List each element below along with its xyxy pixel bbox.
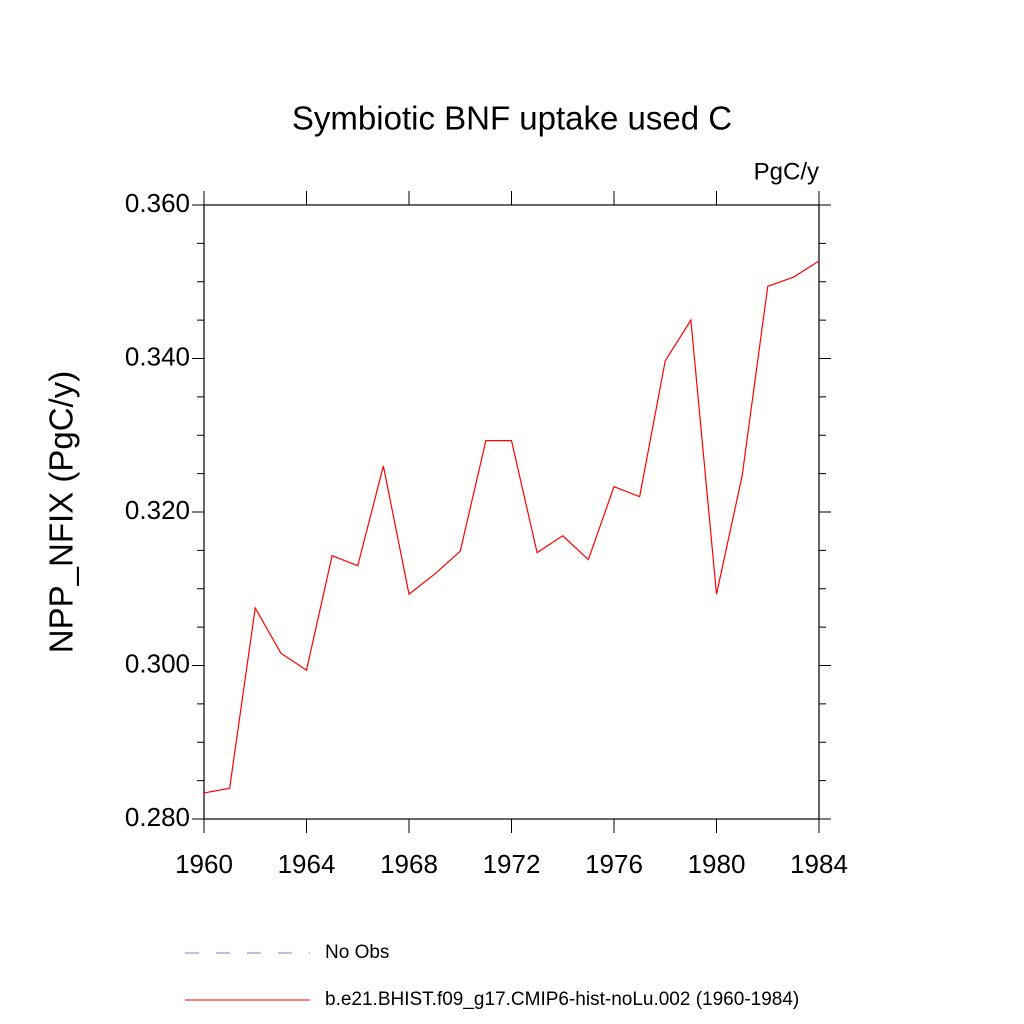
x-tick-label: 1964: [278, 849, 336, 879]
y-tick-label: 0.280: [125, 802, 190, 832]
x-tick-label: 1980: [688, 849, 746, 879]
plot-frame: [203, 204, 820, 820]
chart-title: Symbiotic BNF uptake used C: [292, 100, 732, 137]
units-label: PgC/y: [754, 158, 819, 185]
y-tick-label: 0.360: [125, 188, 190, 218]
x-tick-label: 1972: [483, 849, 541, 879]
x-tick-label: 1968: [380, 849, 438, 879]
y-axis-label: NPP_NFIX (PgC/y): [43, 371, 80, 653]
x-tick-label: 1976: [585, 849, 643, 879]
series-line: [203, 260, 820, 794]
legend-label: No Obs: [325, 942, 389, 963]
y-tick-label: 0.340: [125, 341, 190, 371]
x-tick-label: 1960: [175, 849, 233, 879]
y-tick-label: 0.300: [125, 648, 190, 678]
legend-label: b.e21.BHIST.f09_g17.CMIP6-hist-noLu.002 …: [325, 989, 799, 1010]
y-tick-label: 0.320: [125, 495, 190, 525]
x-tick-label: 1984: [790, 849, 848, 879]
